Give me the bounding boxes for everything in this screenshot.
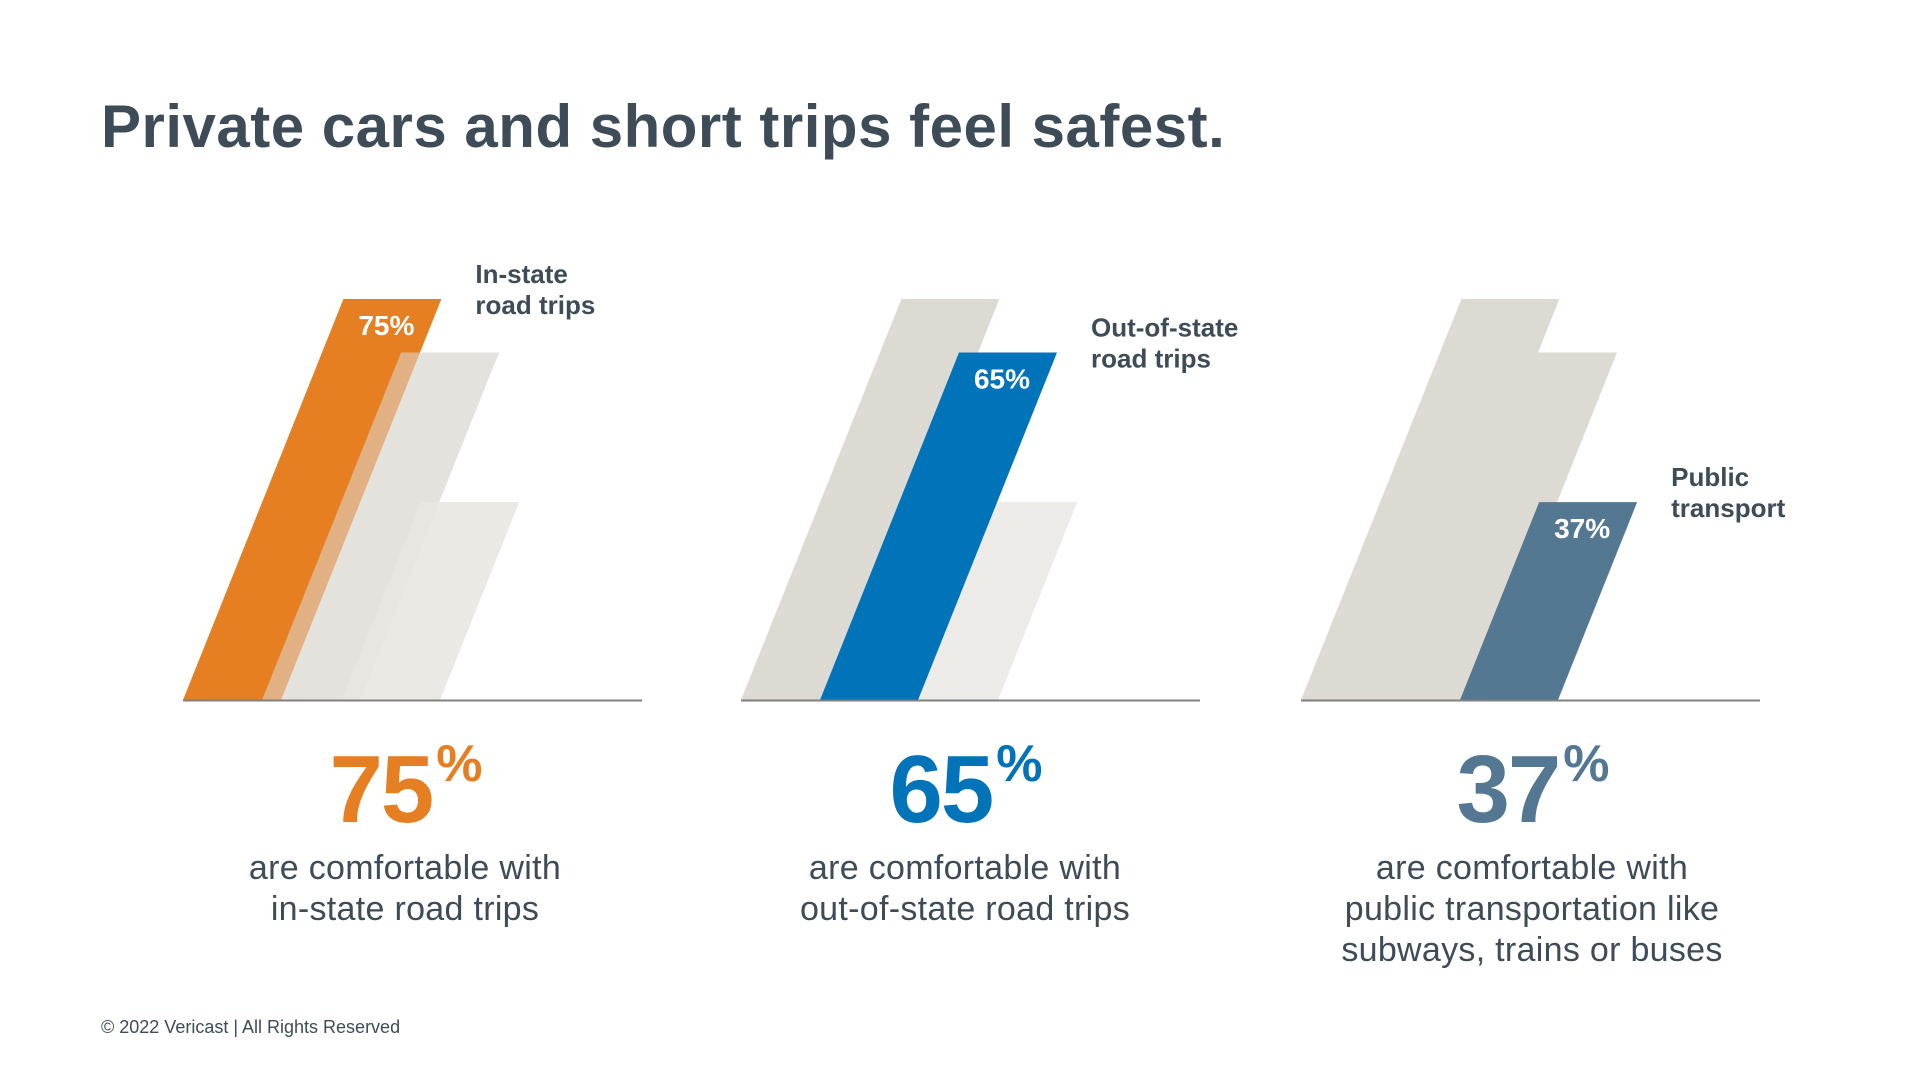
category-label: road trips — [475, 290, 595, 320]
ghost-bar — [900, 502, 1078, 700]
caption-line: are comfortable with — [248, 849, 562, 887]
ghost-bar — [1301, 299, 1560, 700]
ghost-bar — [741, 299, 1000, 700]
stat-caption: are comfortable with public transportati… — [1272, 848, 1792, 971]
data-label: 75% — [358, 310, 414, 341]
copyright-footer: © 2022 Vericast | All Rights Reserved — [101, 1017, 401, 1037]
percent-sign: % — [1563, 735, 1609, 793]
data-label: 65% — [974, 363, 1030, 394]
stat-caption: are comfortable with in-state road trips — [145, 848, 665, 930]
caption-line: public transportation like — [1344, 890, 1720, 928]
category-label: Out-of-state — [1091, 312, 1238, 342]
ghost-bar-overlay — [342, 502, 520, 700]
stat-in-state: 75% are comfortable with in-state road t… — [145, 736, 665, 930]
stat-value: 37 — [1456, 736, 1561, 843]
ghost-bar-overlay — [262, 352, 500, 700]
stat-out-of-state: 65% are comfortable with out-of-state ro… — [705, 736, 1225, 930]
value-bar — [183, 299, 442, 700]
category-label: In-state — [475, 259, 567, 289]
caption-line: are comfortable with — [808, 849, 1122, 887]
stat-number: 37% — [1456, 736, 1609, 843]
percent-sign: % — [996, 735, 1042, 793]
data-label: 37% — [1554, 513, 1610, 544]
stat-number: 75% — [329, 736, 482, 843]
caption-line: subways, trains or buses — [1341, 931, 1723, 969]
category-label: transport — [1671, 493, 1785, 523]
stat-value: 75 — [329, 736, 434, 843]
stat-value: 65 — [889, 736, 994, 843]
caption-line: out-of-state road trips — [799, 890, 1131, 928]
value-bar — [820, 352, 1058, 700]
ghost-bar — [1380, 352, 1618, 700]
page-title: Private cars and short trips feel safest… — [101, 93, 1226, 160]
percent-sign: % — [436, 735, 482, 793]
stat-public-transport: 37% are comfortable with public transpor… — [1272, 736, 1792, 971]
stat-number: 65% — [889, 736, 1042, 843]
value-bar — [1460, 502, 1638, 700]
caption-line: are comfortable with — [1375, 849, 1689, 887]
stat-caption: are comfortable with out-of-state road t… — [705, 848, 1225, 930]
category-label: Public — [1671, 462, 1749, 492]
category-label: road trips — [1091, 343, 1211, 373]
caption-line: in-state road trips — [270, 890, 540, 928]
